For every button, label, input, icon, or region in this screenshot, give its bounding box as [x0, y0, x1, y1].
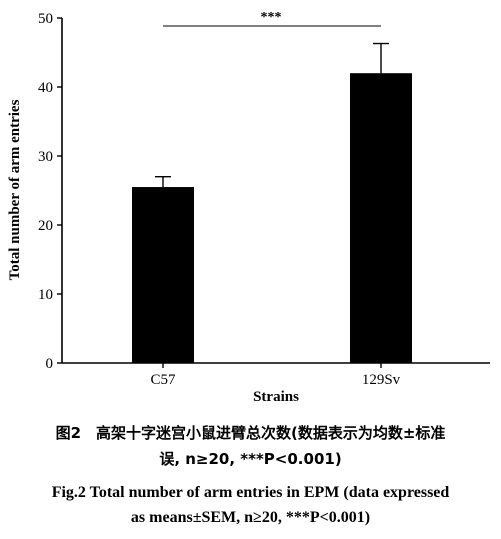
bar-129Sv	[350, 73, 412, 363]
y-tick-label-50: 50	[38, 11, 53, 27]
caption-chinese-line-2: 误, n≥20, ***P<0.001)	[159, 450, 342, 468]
bars	[132, 73, 412, 363]
y-tick-label-10: 10	[38, 287, 53, 303]
y-tick-label-30: 30	[38, 149, 53, 165]
bar-C57	[132, 187, 194, 363]
caption-english-line-1: Fig.2 Total number of arm entries in EPM…	[51, 484, 450, 501]
y-tick-label-40: 40	[38, 80, 53, 96]
bar-chart: 0 10 20 30 40 50 C57 129Sv *** Strains Total n…	[7, 10, 490, 405]
significance-label: ***	[261, 10, 282, 25]
y-tick-label-20: 20	[38, 218, 53, 234]
y-axis-ticks: 0 10 20 30 40 50	[38, 11, 62, 372]
error-bars	[155, 42, 389, 188]
x-axis-category-labels: C57 129Sv	[150, 363, 401, 388]
y-tick-label-0: 0	[46, 356, 54, 372]
x-tick-label-C57: C57	[150, 372, 176, 388]
caption-english-line-2: as means±SEM, n≥20, ***P<0.001)	[130, 509, 371, 526]
y-axis-label: Total number of arm entries	[7, 99, 23, 280]
caption-chinese-line-1: 图2 高架十字迷宫小鼠进臂总次数(数据表示为均数±标准	[55, 424, 446, 442]
x-tick-label-129Sv: 129Sv	[362, 372, 401, 388]
x-axis-label: Strains	[253, 389, 299, 405]
